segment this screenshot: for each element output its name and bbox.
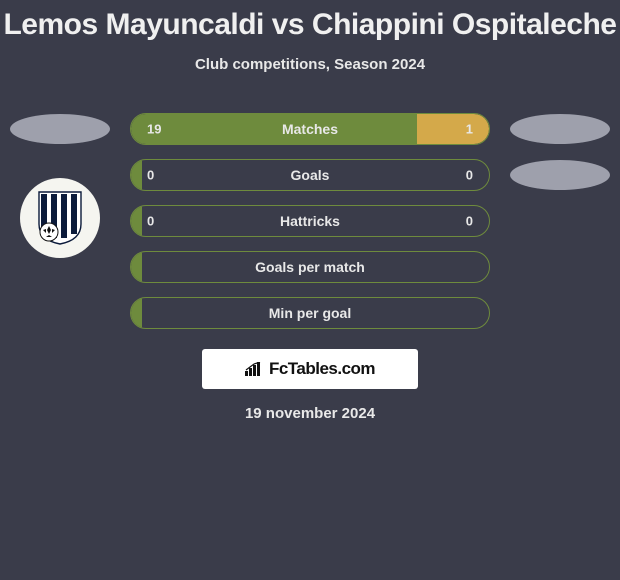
value-left: 0 (147, 168, 154, 183)
bar-right-fill (417, 114, 489, 144)
oval-placeholder (10, 206, 110, 236)
stat-bar: Goals per match (130, 251, 490, 283)
stat-row: Goals per match (10, 251, 610, 283)
player-right-oval (510, 160, 610, 190)
value-right: 1 (466, 122, 473, 137)
oval-placeholder (10, 160, 110, 190)
stat-label: Min per goal (269, 305, 351, 321)
stat-label: Goals per match (255, 259, 365, 275)
player-left-oval (10, 114, 110, 144)
branding-badge: FcTables.com (202, 349, 418, 389)
oval-placeholder (510, 252, 610, 282)
oval-placeholder (510, 206, 610, 236)
stat-bar: Min per goal (130, 297, 490, 329)
stat-label: Matches (282, 121, 338, 137)
bar-left-fill (131, 252, 142, 282)
value-right: 0 (466, 214, 473, 229)
oval-placeholder (10, 252, 110, 282)
comparison-chart: Matches 19 1 Goals 0 0 Hattricks 0 0 Goals per ma… (0, 113, 620, 329)
bar-left-fill (131, 114, 417, 144)
subtitle: Club competitions, Season 2024 (0, 56, 620, 73)
stat-row: Min per goal (10, 297, 610, 329)
oval-placeholder (510, 298, 610, 328)
bar-left-fill (131, 160, 142, 190)
branding-text: FcTables.com (269, 359, 375, 379)
value-left: 0 (147, 214, 154, 229)
stat-row: Goals 0 0 (10, 159, 610, 191)
date-label: 19 november 2024 (0, 405, 620, 422)
value-right: 0 (466, 168, 473, 183)
bars-icon (245, 362, 263, 376)
stat-bar: Hattricks 0 0 (130, 205, 490, 237)
stat-label: Goals (291, 167, 330, 183)
stat-bar: Goals 0 0 (130, 159, 490, 191)
stat-bar: Matches 19 1 (130, 113, 490, 145)
stat-row: Hattricks 0 0 (10, 205, 610, 237)
bar-left-fill (131, 298, 142, 328)
bar-left-fill (131, 206, 142, 236)
stat-label: Hattricks (280, 213, 340, 229)
player-right-oval (510, 114, 610, 144)
stat-row: Matches 19 1 (10, 113, 610, 145)
value-left: 19 (147, 122, 161, 137)
oval-placeholder (10, 298, 110, 328)
page-title: Lemos Mayuncaldi vs Chiappini Ospitalech… (0, 0, 620, 42)
